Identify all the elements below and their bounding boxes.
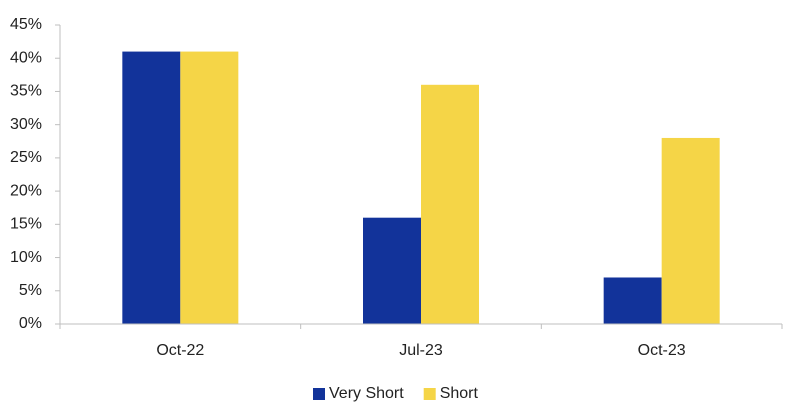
- y-tick-label: 30%: [10, 116, 42, 133]
- bar: [603, 277, 662, 324]
- x-tick-label: Oct-23: [638, 342, 686, 359]
- legend-label: Very Short: [329, 385, 404, 402]
- y-tick-label: 0%: [19, 315, 42, 332]
- y-tick-label: 20%: [10, 182, 42, 199]
- y-tick-label: 15%: [10, 216, 42, 233]
- y-tick-label: 10%: [10, 249, 42, 266]
- y-tick-label: 5%: [19, 282, 42, 299]
- y-tick-label: 45%: [10, 16, 42, 33]
- legend-label: Short: [440, 385, 479, 402]
- y-tick-label: 25%: [10, 149, 42, 166]
- bar: [180, 51, 239, 324]
- y-tick-label: 35%: [10, 83, 42, 100]
- bar: [363, 217, 421, 324]
- bar: [122, 51, 181, 324]
- x-tick-label: Oct-22: [156, 342, 204, 359]
- bar: [421, 84, 479, 324]
- legend-swatch: [423, 388, 436, 400]
- legend-swatch: [313, 388, 325, 400]
- bar: [661, 137, 720, 324]
- x-tick-label: Jul-23: [399, 342, 443, 359]
- y-tick-label: 40%: [10, 49, 42, 66]
